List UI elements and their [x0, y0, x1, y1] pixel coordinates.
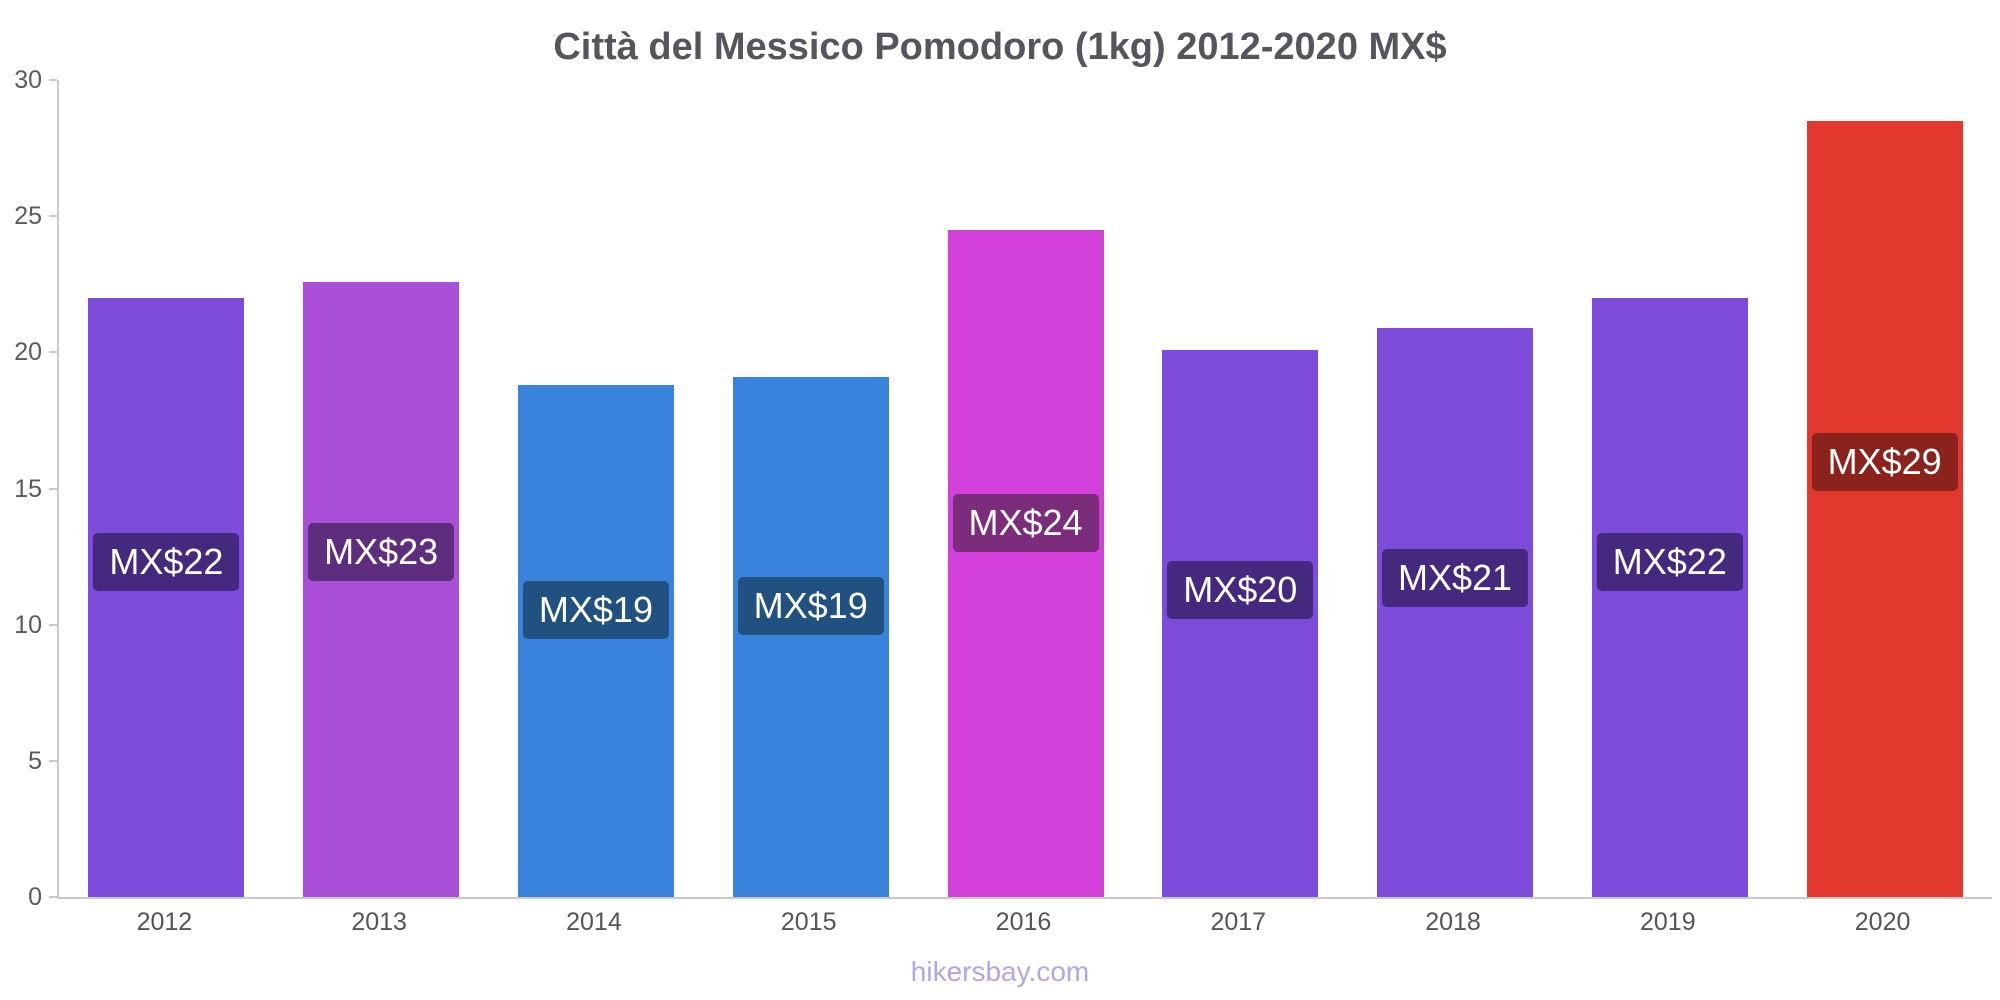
y-axis-label-25: 25: [14, 202, 42, 231]
x-axis-label-2013: 2013: [351, 908, 407, 936]
y-axis-label-0: 0: [28, 883, 42, 911]
x-axis-label-2020: 2020: [1854, 908, 1911, 936]
bar-2013: MX$23: [303, 281, 460, 897]
footer-watermark: hikersbay.com: [910, 956, 1090, 987]
y-axis-tick: [49, 215, 57, 218]
x-axis-label-2018: 2018: [1425, 908, 1481, 936]
x-axis-label-2019: 2019: [1640, 908, 1696, 936]
bar-value-label-2018: MX$21: [1382, 549, 1529, 608]
y-axis-label-30: 30: [14, 66, 42, 94]
x-axis-label-2012: 2012: [136, 908, 193, 936]
plot-area: MX$22 MX$23 MX$19 MX$19 MX$24 MX$20 MX$21 MX$22…: [57, 80, 1992, 899]
bar-value-label-2020: MX$29: [1811, 433, 1958, 492]
bar-value-label-2016: MX$24: [952, 494, 1099, 553]
y-axis-label-20: 20: [14, 338, 42, 367]
x-axis-label-2015: 2015: [780, 908, 837, 936]
y-axis-tick: [49, 759, 57, 762]
y-axis-tick: [49, 351, 57, 354]
bar-value-label-2013: MX$23: [308, 523, 455, 582]
y-axis-tick: [49, 623, 57, 626]
bar-value-label-2014: MX$19: [522, 581, 669, 640]
bar-value-label-2019: MX$22: [1596, 532, 1743, 591]
chart-title: Città del Messico Pomodoro (1kg) 2012-20…: [553, 26, 1447, 68]
x-axis: 2012 2013 2014 2015 2016 2017 2018 2019 2020: [57, 908, 1990, 938]
bar-2019: MX$22: [1591, 297, 1748, 897]
y-axis-label-15: 15: [14, 474, 42, 503]
y-axis-label-5: 5: [28, 746, 42, 775]
bar-value-label-2015: MX$19: [737, 576, 884, 635]
x-axis-label-2014: 2014: [566, 908, 622, 936]
bar-2020: MX$29: [1806, 120, 1963, 897]
y-axis-tick: [49, 79, 57, 81]
bar-2017: MX$20: [1162, 349, 1319, 897]
bar-2018: MX$21: [1377, 327, 1534, 897]
bar-2014: MX$19: [517, 385, 674, 897]
y-axis-tick: [49, 896, 57, 898]
x-axis-label-2016: 2016: [995, 908, 1052, 936]
bar-value-label-2017: MX$20: [1167, 561, 1314, 620]
x-axis-label-2017: 2017: [1210, 908, 1267, 936]
bar-2015: MX$19: [732, 376, 889, 897]
bar-2016: MX$24: [947, 229, 1104, 897]
bar-2012: MX$22: [88, 297, 245, 897]
y-axis-label-10: 10: [14, 610, 42, 639]
bar-value-label-2012: MX$22: [93, 532, 240, 591]
y-axis-tick: [49, 487, 57, 490]
